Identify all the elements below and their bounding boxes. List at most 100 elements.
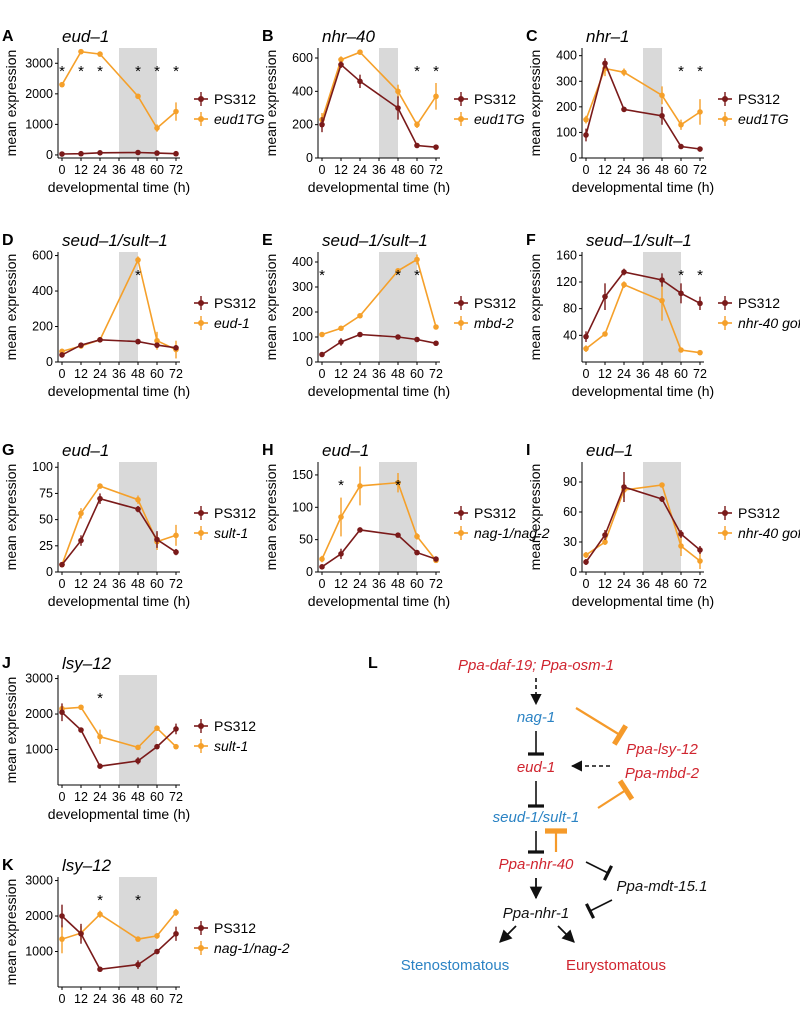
panel-label: E bbox=[262, 232, 273, 249]
x-tick-label: 24 bbox=[353, 163, 367, 177]
data-point bbox=[154, 933, 160, 939]
data-point bbox=[678, 347, 684, 353]
chart-title: lsy–12 bbox=[62, 856, 112, 875]
y-tick-label: 200 bbox=[32, 320, 53, 334]
x-tick-label: 0 bbox=[59, 367, 66, 381]
data-point bbox=[97, 150, 103, 156]
chart-title: eud–1 bbox=[62, 441, 109, 460]
y-tick-label: 400 bbox=[32, 284, 53, 298]
significance-star: * bbox=[414, 63, 420, 80]
significance-star: * bbox=[59, 63, 65, 80]
x-tick-label: 48 bbox=[131, 367, 145, 381]
chart-title: nhr–40 bbox=[322, 27, 375, 46]
y-axis-title: mean expression bbox=[3, 464, 19, 571]
data-point bbox=[97, 733, 103, 740]
y-tick-label: 100 bbox=[32, 460, 53, 474]
series-line-nhr-40 gof bbox=[585, 283, 701, 354]
data-point bbox=[78, 342, 84, 348]
shaded-band bbox=[643, 462, 681, 572]
x-tick-label: 24 bbox=[617, 367, 631, 381]
x-tick-label: 60 bbox=[410, 163, 424, 177]
y-tick-label: 0 bbox=[306, 565, 313, 579]
x-tick-label: 0 bbox=[59, 163, 66, 177]
edge-mdt-inhibits-nhr1 bbox=[584, 899, 613, 919]
y-tick-label: 400 bbox=[556, 49, 577, 63]
y-tick-label: 0 bbox=[46, 565, 53, 579]
shaded-band bbox=[643, 48, 662, 158]
data-point bbox=[78, 510, 84, 517]
x-tick-label: 0 bbox=[583, 163, 590, 177]
edge-lsy12-inhibits-nag1 bbox=[575, 707, 629, 746]
shaded-band bbox=[119, 252, 138, 362]
data-point bbox=[433, 324, 439, 330]
y-tick-label: 400 bbox=[292, 255, 313, 269]
x-tick-label: 48 bbox=[131, 163, 145, 177]
x-axis-title: developmental time (h) bbox=[48, 593, 190, 609]
x-tick-label: 36 bbox=[636, 577, 650, 591]
data-point bbox=[583, 552, 589, 558]
series-line-nag-1/nag-2 bbox=[61, 911, 177, 940]
legend-label: PS312 bbox=[214, 91, 256, 107]
data-point bbox=[414, 336, 420, 343]
x-tick-label: 0 bbox=[583, 577, 590, 591]
y-tick-label: 0 bbox=[570, 565, 577, 579]
x-tick-label: 0 bbox=[319, 367, 326, 381]
data-point bbox=[59, 151, 65, 157]
legend-label: PS312 bbox=[214, 295, 256, 311]
data-point bbox=[697, 547, 703, 553]
data-point bbox=[59, 81, 65, 88]
x-tick-label: 24 bbox=[617, 163, 631, 177]
y-tick-label: 160 bbox=[556, 248, 577, 262]
panel-label: K bbox=[2, 857, 14, 874]
chart-title: seud–1/sult–1 bbox=[586, 231, 692, 250]
y-axis-title: mean expression bbox=[527, 464, 543, 571]
node-seud1-sult1: seud-1/sult-1 bbox=[493, 809, 580, 826]
legend-swatch-point bbox=[198, 925, 204, 931]
x-axis-title: developmental time (h) bbox=[572, 593, 714, 609]
x-tick-label: 48 bbox=[655, 577, 669, 591]
y-tick-label: 80 bbox=[563, 302, 577, 316]
legend-swatch-point bbox=[722, 96, 728, 102]
x-tick-label: 12 bbox=[74, 992, 88, 1006]
data-point bbox=[678, 543, 684, 549]
x-tick-label: 48 bbox=[655, 367, 669, 381]
series-line-PS312 bbox=[585, 271, 701, 338]
data-point bbox=[173, 930, 179, 937]
chart-title: nhr–1 bbox=[586, 27, 629, 46]
data-point bbox=[135, 93, 141, 100]
data-point bbox=[173, 743, 179, 750]
data-point bbox=[659, 92, 665, 99]
data-point bbox=[97, 51, 103, 57]
data-point bbox=[78, 930, 84, 937]
data-point bbox=[659, 112, 665, 119]
y-tick-label: 0 bbox=[46, 148, 53, 162]
data-point bbox=[78, 48, 84, 55]
data-point bbox=[583, 333, 589, 340]
legend-swatch-point bbox=[198, 530, 204, 536]
x-tick-label: 72 bbox=[169, 577, 183, 591]
data-point bbox=[154, 725, 160, 732]
data-point bbox=[414, 121, 420, 128]
x-tick-label: 60 bbox=[150, 790, 164, 804]
x-tick-label: 0 bbox=[59, 577, 66, 591]
data-point bbox=[154, 337, 160, 344]
x-tick-label: 72 bbox=[169, 790, 183, 804]
legend-swatch-point bbox=[198, 116, 204, 122]
data-point bbox=[319, 121, 325, 128]
edge-nhr40-inhibits-mdt bbox=[585, 861, 614, 881]
x-tick-label: 12 bbox=[74, 790, 88, 804]
data-point bbox=[357, 527, 363, 533]
node-nag1: nag-1 bbox=[517, 709, 555, 726]
legend-label: nag-1/nag-2 bbox=[214, 940, 290, 956]
significance-star: * bbox=[154, 63, 160, 80]
data-point bbox=[659, 277, 665, 283]
significance-star: * bbox=[135, 892, 141, 909]
node-lsy12: Ppa-lsy-12 bbox=[626, 741, 698, 758]
